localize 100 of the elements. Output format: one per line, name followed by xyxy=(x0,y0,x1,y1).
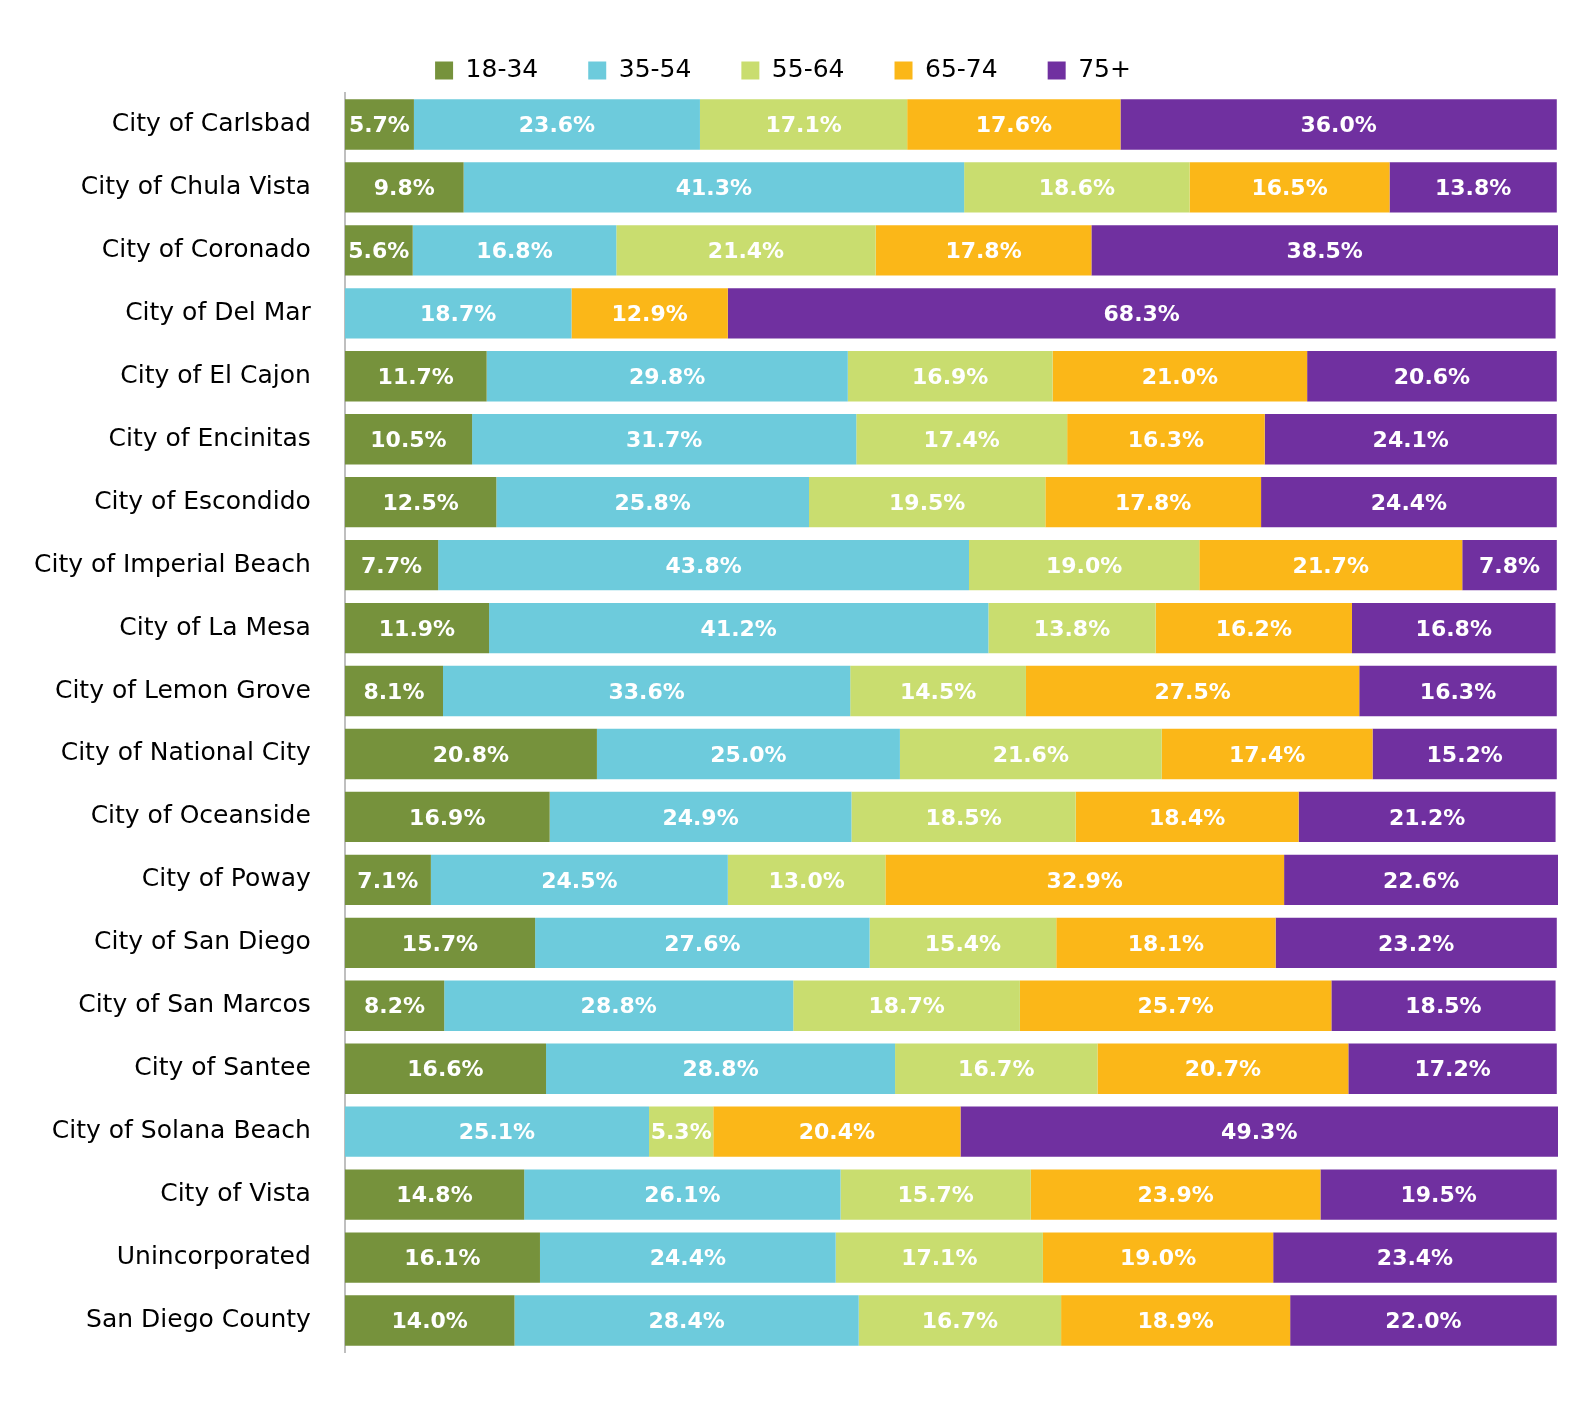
bar xyxy=(727,854,886,906)
data-label: 31.7% xyxy=(626,426,703,452)
y-tick-label: City of Oceanside xyxy=(90,800,311,830)
bar xyxy=(1389,162,1557,213)
data-label: 22.0% xyxy=(1385,1308,1462,1334)
data-label: 18.9% xyxy=(1137,1308,1214,1334)
legend-label: 35-54 xyxy=(618,54,692,83)
bar xyxy=(489,602,989,654)
data-label: 29.8% xyxy=(629,363,706,389)
data-label: 16.8% xyxy=(476,238,553,264)
data-label: 33.6% xyxy=(608,678,685,704)
bar xyxy=(571,288,728,339)
data-label: 28.4% xyxy=(648,1308,725,1334)
bar xyxy=(443,665,851,717)
data-label: 5.6% xyxy=(348,238,410,264)
bar xyxy=(546,1043,896,1094)
bar xyxy=(1019,980,1332,1031)
bar xyxy=(960,1106,1558,1157)
data-label: 20.8% xyxy=(432,741,510,767)
bar xyxy=(847,351,1053,402)
data-label: 24.1% xyxy=(1372,426,1449,452)
data-label: 22.6% xyxy=(1382,867,1460,893)
data-label: 15.2% xyxy=(1426,741,1503,767)
data-label: 18.6% xyxy=(1038,175,1116,201)
y-tick-label: City of Imperial Beach xyxy=(34,548,311,578)
data-label: 7.7% xyxy=(361,552,423,578)
bar xyxy=(895,1043,1098,1094)
data-label: 20.4% xyxy=(798,1119,876,1145)
y-tick-label: City of National City xyxy=(60,737,312,767)
legend-label: 55-64 xyxy=(771,54,845,83)
bar xyxy=(1189,162,1390,213)
bar xyxy=(1091,225,1558,276)
data-label: 17.4% xyxy=(923,426,1000,452)
bar xyxy=(1042,1232,1274,1283)
y-tick-label: City of Del Mar xyxy=(125,296,312,326)
data-label: 20.7% xyxy=(1184,1056,1262,1082)
bar xyxy=(1298,791,1556,843)
bar xyxy=(869,917,1057,969)
bar xyxy=(413,99,700,150)
data-label: 43.8% xyxy=(665,552,742,578)
bar xyxy=(1284,854,1558,906)
bar xyxy=(1264,414,1557,465)
data-label: 14.8% xyxy=(396,1182,473,1208)
data-label: 11.9% xyxy=(378,615,456,641)
bar xyxy=(885,854,1285,906)
bar xyxy=(1275,917,1557,969)
y-tick-label: City of Encinitas xyxy=(108,422,311,452)
data-label: 19.5% xyxy=(889,489,966,515)
data-label: 13.0% xyxy=(768,867,845,893)
y-tick-label: City of La Mesa xyxy=(119,611,311,641)
bar xyxy=(1056,917,1276,969)
bar xyxy=(344,539,439,591)
data-label: 21.2% xyxy=(1388,804,1466,830)
bar xyxy=(858,1295,1062,1346)
data-label: 21.7% xyxy=(1292,552,1369,578)
data-label: 16.9% xyxy=(409,804,486,830)
data-label: 8.1% xyxy=(363,678,425,704)
bar xyxy=(444,980,794,1031)
data-label: 28.8% xyxy=(682,1056,759,1082)
data-label: 27.6% xyxy=(664,930,741,956)
bar xyxy=(344,728,597,780)
bar xyxy=(472,414,857,465)
bar xyxy=(596,728,900,780)
data-label: 17.2% xyxy=(1414,1056,1491,1082)
bar xyxy=(1331,980,1556,1031)
bar xyxy=(713,1106,961,1157)
data-label: 28.8% xyxy=(580,993,657,1019)
bar xyxy=(344,917,536,969)
bar xyxy=(1120,99,1557,150)
bar xyxy=(1052,351,1308,402)
bar xyxy=(1030,1169,1321,1220)
data-label: 18.1% xyxy=(1127,930,1205,956)
y-tick-label: City of Chula Vista xyxy=(80,170,311,200)
data-label: 19.0% xyxy=(1045,552,1123,578)
bar xyxy=(809,477,1046,528)
bar xyxy=(1261,477,1557,528)
y-tick-label: City of Escondido xyxy=(94,485,311,515)
data-label: 14.0% xyxy=(391,1308,468,1334)
bar xyxy=(463,162,965,213)
bar xyxy=(344,1106,650,1157)
y-tick-label: Unincorporated xyxy=(116,1241,311,1271)
bar xyxy=(486,351,848,402)
data-label: 8.2% xyxy=(364,993,426,1019)
data-label: 19.0% xyxy=(1119,1245,1197,1271)
y-tick-label: City of El Cajon xyxy=(120,359,311,389)
data-label: 14.5% xyxy=(899,678,977,704)
bar xyxy=(1320,1169,1557,1220)
data-label: 17.6% xyxy=(975,112,1052,138)
data-label: 25.1% xyxy=(458,1119,536,1145)
bar xyxy=(851,791,1076,843)
data-label: 49.3% xyxy=(1221,1119,1298,1145)
data-label: 13.8% xyxy=(1435,175,1512,201)
data-label: 16.2% xyxy=(1215,615,1292,641)
y-tick-label: City of Coronado xyxy=(101,233,311,263)
bar xyxy=(1199,539,1463,591)
data-label: 12.5% xyxy=(382,489,459,515)
data-label: 16.3% xyxy=(1127,426,1205,452)
data-label: 25.8% xyxy=(614,489,691,515)
y-tick-label: City of Carlsbad xyxy=(111,107,311,137)
data-label: 11.7% xyxy=(377,363,454,389)
